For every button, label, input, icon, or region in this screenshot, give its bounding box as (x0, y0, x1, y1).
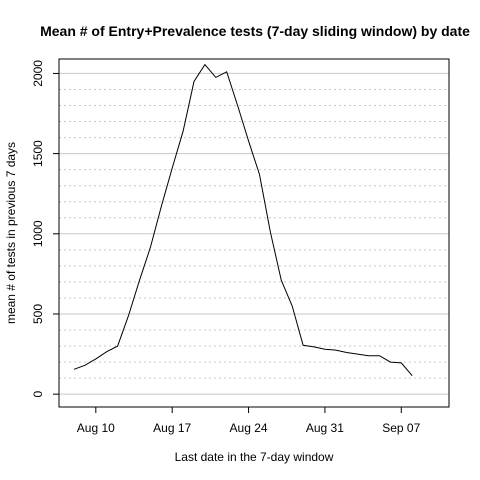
x-tick-label: Aug 17 (153, 421, 191, 435)
x-tick-label: Aug 24 (230, 421, 268, 435)
x-axis-title: Last date in the 7-day window (175, 450, 334, 464)
x-tick-label: Aug 31 (306, 421, 344, 435)
x-axis: Aug 10 Aug 17 Aug 24 Aug 31 Sep 07 (77, 407, 421, 435)
x-tick-label: Aug 10 (77, 421, 115, 435)
y-axis: 0 500 1000 1500 2000 (31, 60, 59, 398)
y-tick-label: 1500 (31, 140, 45, 167)
grid (59, 72, 449, 395)
series-line (73, 63, 413, 377)
y-tick-label: 2000 (31, 60, 45, 87)
y-tick-label: 0 (31, 391, 45, 398)
series (73, 63, 413, 377)
plot-area-border (58, 58, 450, 408)
chart-title: Mean # of Entry+Prevalence tests (7-day … (40, 23, 470, 39)
y-axis-title: mean # of tests in previous 7 days (4, 142, 18, 324)
y-tick-label: 1000 (31, 220, 45, 247)
y-tick-label: 500 (31, 304, 45, 324)
x-tick-label: Sep 07 (382, 421, 420, 435)
